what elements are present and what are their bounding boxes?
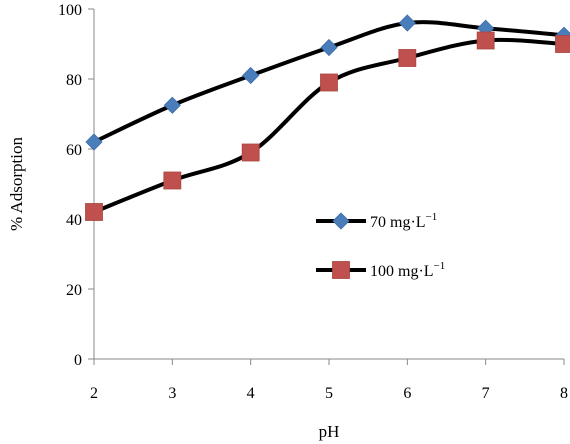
- data-point-diamond: [163, 96, 181, 114]
- y-tick-label: 0: [74, 352, 82, 369]
- data-point-square: [163, 171, 182, 190]
- x-tick-label: 5: [325, 385, 333, 402]
- y-tick-label: 20: [66, 282, 82, 299]
- y-tick-label: 40: [66, 212, 82, 229]
- data-point-diamond: [398, 14, 416, 32]
- data-point-diamond: [85, 133, 103, 151]
- legend-label-2: 100 mg·L−1: [370, 260, 445, 280]
- x-tick-label: 6: [403, 385, 411, 402]
- x-tick-labels: 2 3 4 5 6 7 8: [90, 385, 568, 402]
- data-point-square: [555, 35, 570, 53]
- data-point-diamond: [242, 66, 260, 85]
- data-point-square: [320, 73, 338, 92]
- x-tick-label: 2: [90, 385, 98, 402]
- data-point-square: [398, 49, 417, 67]
- legend-marker-square: [332, 261, 350, 279]
- data-point-square: [85, 203, 103, 221]
- x-tick-label: 7: [482, 385, 490, 402]
- legend: 70 mg·L−1 100 mg·L−1: [316, 211, 445, 280]
- x-tick-label: 4: [247, 385, 255, 402]
- series-markers: [85, 14, 570, 221]
- legend-label-1: 70 mg·L−1: [370, 211, 437, 231]
- y-tick-label: 80: [66, 72, 82, 89]
- x-axis-title: pH: [319, 422, 340, 441]
- y-tick-label: 100: [58, 2, 82, 19]
- legend-marker-diamond: [332, 212, 350, 230]
- data-point-square: [476, 31, 495, 50]
- y-tick-label: 60: [66, 142, 82, 159]
- y-axis-title: % Adsorption: [7, 137, 26, 231]
- x-tick-label: 3: [168, 385, 176, 402]
- data-point-square: [241, 143, 260, 162]
- y-tick-labels: 0 20 40 60 80 100: [58, 2, 82, 369]
- data-point-diamond: [320, 38, 338, 57]
- axes: [88, 8, 565, 365]
- x-tick-label: 8: [560, 385, 568, 402]
